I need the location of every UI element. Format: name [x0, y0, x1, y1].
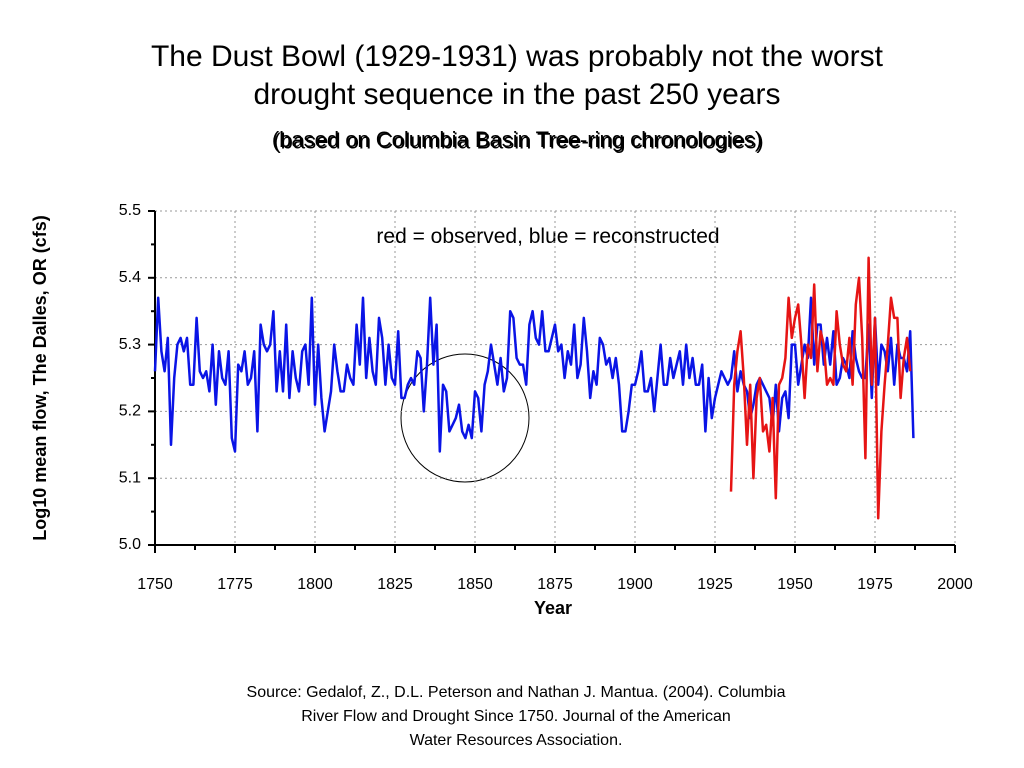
- x-axis-label: Year: [534, 598, 572, 618]
- y-tick-label: 5.5: [119, 202, 141, 219]
- y-tick-label: 5.2: [119, 403, 141, 420]
- y-tick-label: 5.0: [119, 536, 141, 553]
- source: Source: Gedalof, Z., D.L. Peterson and N…: [247, 684, 786, 701]
- x-tick-label: 1775: [217, 576, 253, 593]
- y-tick-label: 5.3: [119, 336, 141, 353]
- subtitle: (based on Columbia Basin Tree-ring chron…: [272, 127, 762, 152]
- highlight-circle: [400, 353, 530, 483]
- x-tick-label: 1800: [297, 576, 333, 593]
- chart-title: drought sequence in the past 250 years: [253, 78, 780, 111]
- x-tick-label: 1825: [377, 576, 413, 593]
- series-line: [729, 256, 912, 520]
- x-tick-label: 1950: [777, 576, 813, 593]
- series-line: [153, 296, 915, 453]
- source: Water Resources Association.: [410, 732, 623, 749]
- x-tick-label: 1925: [697, 576, 733, 593]
- x-tick-label: 2000: [937, 576, 973, 593]
- subtitle-shadow: (based on Columbia Basin Tree-ring chron…: [273, 129, 763, 154]
- annotation: red = observed, blue = reconstructed: [376, 225, 719, 248]
- chart-title: The Dust Bowl (1929-1931) was probably n…: [151, 40, 884, 73]
- y-axis-label: Log10 mean flow, The Dalles, OR (cfs): [30, 215, 50, 540]
- x-tick-label: 1900: [617, 576, 653, 593]
- y-tick-label: 5.4: [119, 269, 141, 286]
- x-tick-label: 1875: [537, 576, 573, 593]
- x-tick-label: 1975: [857, 576, 893, 593]
- y-tick-label: 5.1: [119, 469, 141, 486]
- source: River Flow and Drought Since 1750. Journ…: [301, 708, 731, 725]
- x-tick-label: 1750: [137, 576, 173, 593]
- x-tick-label: 1850: [457, 576, 493, 593]
